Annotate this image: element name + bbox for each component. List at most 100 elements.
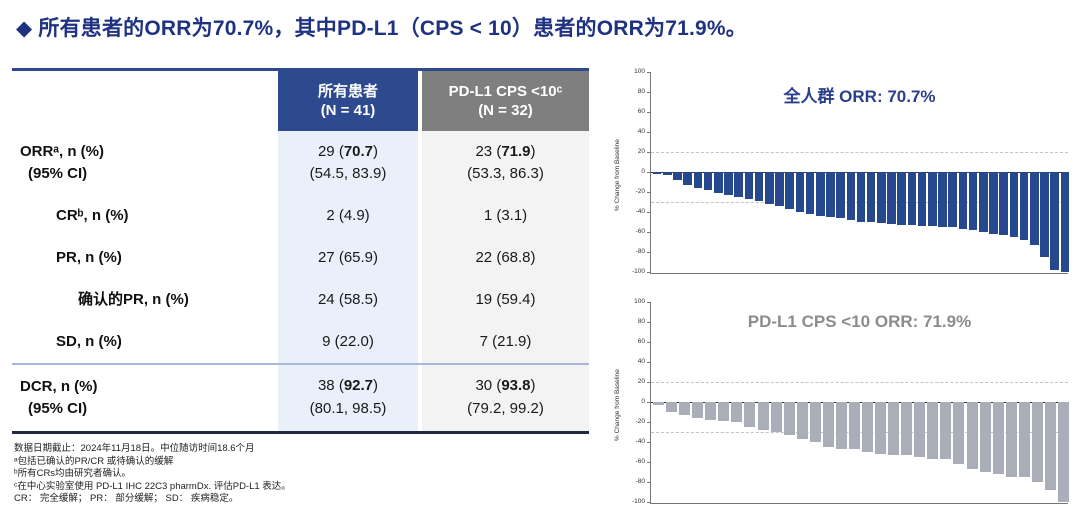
waterfall-bar <box>862 402 873 452</box>
y-tick-label: -100 <box>631 498 645 505</box>
efficacy-table: 所有患者 (N = 41) PD-L1 CPS <10ᶜ (N = 32) OR… <box>12 68 589 434</box>
y-tick-label: -40 <box>635 208 645 215</box>
y-tick-mark <box>647 502 650 503</box>
waterfall-bar <box>888 402 900 455</box>
footnote-line: CR： 完全缓解； PR： 部分缓解； SD： 疾病稳定。 <box>14 493 239 505</box>
cell-pdl1: 7 (21.9) <box>422 321 589 363</box>
row-label: 确认的PR, n (%) <box>78 291 189 309</box>
waterfall-bar <box>731 402 743 422</box>
cell-all: 9 (22.0) <box>278 321 418 363</box>
cell-all: 24 (58.5) <box>278 279 418 321</box>
y-tick-mark <box>647 402 650 403</box>
waterfall-bar <box>809 402 821 442</box>
plot-area: PD-L1 CPS <10 ORR: 71.9% <box>650 302 1069 504</box>
waterfall-bar <box>718 402 730 421</box>
y-tick-label: -20 <box>635 188 645 195</box>
waterfall-bar <box>877 172 886 223</box>
waterfall-bar <box>775 172 784 206</box>
waterfall-bar <box>968 172 978 230</box>
waterfall-bar <box>663 172 672 175</box>
row-label: CRᵇ, n (%) <box>56 207 129 225</box>
waterfall-bar <box>734 172 743 197</box>
table-header-all-patients: 所有患者 (N = 41) <box>278 71 418 131</box>
waterfall-bar <box>1005 402 1017 477</box>
waterfall-bar <box>835 402 847 449</box>
y-tick-label: -80 <box>635 478 645 485</box>
waterfall-bar <box>901 402 913 455</box>
waterfall-bar <box>822 402 834 447</box>
waterfall-bar <box>757 402 769 430</box>
table-row: CRᵇ, n (%) 2 (4.9) 1 (3.1) <box>12 195 589 237</box>
column-spacer <box>418 321 422 363</box>
footnote-line: ᶜ在中心实验室使用 PD-L1 IHC 22C3 pharmDx. 评估PD-L… <box>14 480 291 492</box>
y-tick-label: 0 <box>641 168 645 175</box>
waterfall-bar <box>795 172 805 212</box>
waterfall-bar <box>783 402 795 435</box>
waterfall-bar <box>846 172 856 220</box>
waterfall-bar <box>1057 402 1069 502</box>
waterfall-bar <box>683 172 692 185</box>
table-row: PR, n (%) 27 (65.9) 22 (68.8) <box>12 237 589 279</box>
header-all-line1: 所有患者 <box>317 82 378 100</box>
waterfall-bar <box>713 172 723 193</box>
waterfall-bar <box>856 172 866 222</box>
waterfall-bar <box>866 172 876 222</box>
waterfall-bar <box>1044 402 1056 490</box>
table-header-pdl1: PD-L1 CPS <10ᶜ (N = 32) <box>422 71 589 131</box>
reference-line <box>651 152 1068 153</box>
cell-all: 2 (4.9) <box>278 195 418 237</box>
waterfall-bar <box>1060 172 1070 272</box>
y-tick-mark <box>647 482 650 483</box>
waterfall-bar <box>979 172 988 232</box>
waterfall-bar <box>875 402 887 454</box>
y-tick-mark <box>647 382 650 383</box>
waterfall-bar <box>673 172 682 180</box>
waterfall-bar <box>907 172 917 225</box>
waterfall-bar <box>653 402 664 405</box>
waterfall-bar <box>724 172 733 195</box>
y-tick-mark <box>647 172 650 173</box>
y-tick-mark <box>647 112 650 113</box>
y-tick-label: 100 <box>634 298 645 305</box>
waterfall-chart-all-patients: % Change from Baseline 全人群 ORR: 70.7% 10… <box>608 62 1076 288</box>
y-tick-label: 100 <box>634 68 645 75</box>
waterfall-bar <box>826 172 835 217</box>
header-pdl1-line1: PD-L1 CPS <10ᶜ <box>448 82 563 100</box>
waterfall-bar <box>1040 172 1049 257</box>
cell-all: 38 (92.7) (80.1, 98.5) <box>278 364 418 431</box>
waterfall-bar <box>887 172 896 224</box>
waterfall-bar <box>703 172 713 190</box>
y-tick-mark <box>647 322 650 323</box>
waterfall-bar <box>692 402 704 418</box>
cell-all: 29 (70.7) (54.5, 83.9) <box>278 131 418 195</box>
table-row: SD, n (%) 9 (22.0) 7 (21.9) <box>12 321 589 363</box>
column-spacer <box>418 131 422 195</box>
chart-title: 全人群 ORR: 70.7% <box>783 87 936 106</box>
plot-area: 全人群 ORR: 70.7% <box>650 72 1070 274</box>
cell-pdl1: 30 (93.8) (79.2, 99.2) <box>422 364 589 431</box>
waterfall-bar <box>1030 172 1039 245</box>
y-tick-label: 40 <box>637 128 645 135</box>
waterfall-bar <box>705 402 717 420</box>
waterfall-bar <box>897 172 907 225</box>
waterfall-bar <box>744 172 754 199</box>
header-all-line2: (N = 41) <box>320 102 376 119</box>
cell-pdl1: 19 (59.4) <box>422 279 589 321</box>
y-tick-label: 80 <box>637 318 645 325</box>
chart-title: PD-L1 CPS <10 ORR: 71.9% <box>747 312 972 331</box>
y-tick-label: 20 <box>637 378 645 385</box>
waterfall-bar <box>1018 402 1030 477</box>
waterfall-bar <box>652 172 662 174</box>
waterfall-bar <box>770 402 782 432</box>
column-spacer <box>418 195 422 237</box>
y-tick-mark <box>647 72 650 73</box>
footnote-line: ᵃ包括已确认的PR/CR 或待确认的缓解 <box>14 455 174 467</box>
y-tick-label: 80 <box>637 88 645 95</box>
y-tick-mark <box>647 192 650 193</box>
table-row: 确认的PR, n (%) 24 (58.5) 19 (59.4) <box>12 279 589 321</box>
y-tick-mark <box>647 422 650 423</box>
y-tick-label: -100 <box>631 268 645 275</box>
row-label: PR, n (%) <box>56 249 122 267</box>
waterfall-bar <box>1009 172 1019 237</box>
cell-all: 27 (65.9) <box>278 237 418 279</box>
